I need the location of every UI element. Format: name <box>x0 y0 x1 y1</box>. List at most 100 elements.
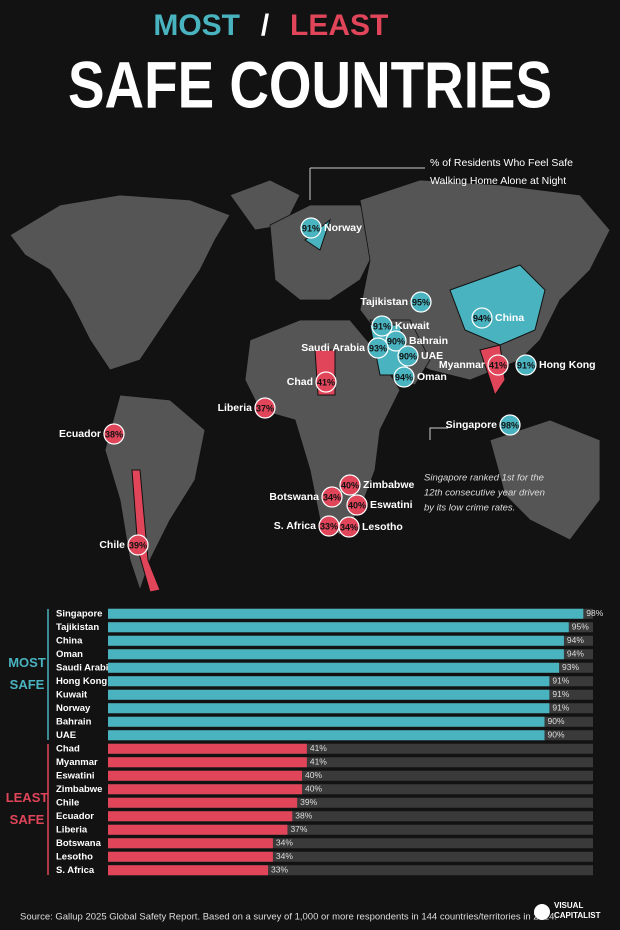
country-label: Myanmar <box>439 359 485 371</box>
marker-label: 41% <box>489 360 507 370</box>
value-label: 34% <box>276 838 293 848</box>
bar <box>108 622 569 633</box>
value-label: 41% <box>310 757 327 767</box>
marker-label: 34% <box>340 522 358 532</box>
value-label: 94% <box>567 649 584 659</box>
bar <box>108 730 545 741</box>
value-label: 91% <box>552 689 569 699</box>
bar <box>108 811 293 822</box>
marker <box>367 337 389 359</box>
logo: CAPITALIST <box>554 911 601 920</box>
value-label: 93% <box>562 662 579 672</box>
group-label: SAFE <box>10 812 45 827</box>
country-label: Ecuador <box>59 428 101 440</box>
bar-track <box>108 784 593 795</box>
marker-label: 95% <box>412 297 430 307</box>
marker-label: 94% <box>395 372 413 382</box>
category-label: Oman <box>56 649 83 660</box>
value-label: 91% <box>552 703 569 713</box>
country-label: Singapore <box>446 419 498 431</box>
value-label: 37% <box>290 824 307 834</box>
value-label: 41% <box>310 743 327 753</box>
country-label: Lesotho <box>362 521 403 533</box>
category-label: Singapore <box>56 608 102 619</box>
logo-icon <box>534 904 550 920</box>
annotation: Singapore ranked 1st for the <box>424 473 544 484</box>
bar <box>108 743 307 754</box>
title-least: LEAST <box>290 9 388 42</box>
category-label: Liberia <box>56 824 88 835</box>
bar <box>108 716 545 727</box>
marker-label: 37% <box>256 403 274 413</box>
category-label: Botswana <box>56 838 102 849</box>
category-label: Zimbabwe <box>56 784 102 795</box>
value-label: 94% <box>567 635 584 645</box>
marker <box>346 494 368 516</box>
bar-track <box>108 797 593 808</box>
bar <box>108 662 560 673</box>
marker <box>499 414 521 436</box>
category-label: Hong Kong <box>56 676 107 687</box>
marker-label: 90% <box>387 336 405 346</box>
title-most: MOST <box>153 9 240 42</box>
map-note: % of Residents Who Feel Safe <box>430 157 573 169</box>
country-label: Norway <box>324 222 362 234</box>
country-label: Eswatini <box>370 499 413 511</box>
bar <box>108 851 273 862</box>
marker-label: 40% <box>348 500 366 510</box>
marker-label: 91% <box>517 360 535 370</box>
marker <box>300 217 322 239</box>
bar <box>108 703 550 714</box>
marker <box>338 516 360 538</box>
title-main: SAFE COUNTRIES <box>68 47 552 121</box>
marker-label: 93% <box>369 343 387 353</box>
value-label: 90% <box>548 730 565 740</box>
bar <box>108 608 584 619</box>
category-label: Kuwait <box>56 689 88 700</box>
marker <box>103 423 125 445</box>
country-label: Oman <box>417 371 447 383</box>
category-label: Saudi Arabia <box>56 662 114 673</box>
title-slash: / <box>261 9 270 42</box>
value-label: 98% <box>586 608 603 618</box>
bar-track <box>108 743 593 754</box>
marker <box>393 366 415 388</box>
marker <box>127 534 149 556</box>
marker-label: 40% <box>341 480 359 490</box>
bar-track <box>108 811 593 822</box>
country-label: Saudi Arabia <box>301 342 365 354</box>
country-label: Chile <box>99 539 125 551</box>
bar-track <box>108 851 593 862</box>
value-label: 91% <box>552 676 569 686</box>
bar <box>108 757 307 768</box>
category-label: Chad <box>56 743 80 754</box>
marker <box>339 474 361 496</box>
marker <box>397 345 419 367</box>
bar <box>108 797 298 808</box>
value-label: 40% <box>305 784 322 794</box>
country-label: Kuwait <box>395 320 430 332</box>
category-label: Lesotho <box>56 851 93 862</box>
category-label: Eswatini <box>56 770 95 781</box>
marker <box>487 354 509 376</box>
value-label: 40% <box>305 770 322 780</box>
marker-label: 91% <box>373 321 391 331</box>
category-label: Myanmar <box>56 757 98 768</box>
group-label: SAFE <box>10 677 45 692</box>
bar <box>108 649 564 660</box>
marker-label: 91% <box>302 223 320 233</box>
source: Source: Gallup 2025 Global Safety Report… <box>20 912 557 923</box>
map-note: Walking Home Alone at Night <box>430 175 566 187</box>
marker <box>315 371 337 393</box>
country-label: S. Africa <box>274 520 316 532</box>
marker-label: 33% <box>320 521 338 531</box>
group-label: LEAST <box>6 790 49 805</box>
value-label: 38% <box>295 811 312 821</box>
bar <box>108 824 288 835</box>
marker <box>254 397 276 419</box>
logo: VISUAL <box>554 901 583 910</box>
marker <box>410 291 432 313</box>
marker <box>471 307 493 329</box>
marker <box>371 315 393 337</box>
marker-label: 39% <box>129 540 147 550</box>
